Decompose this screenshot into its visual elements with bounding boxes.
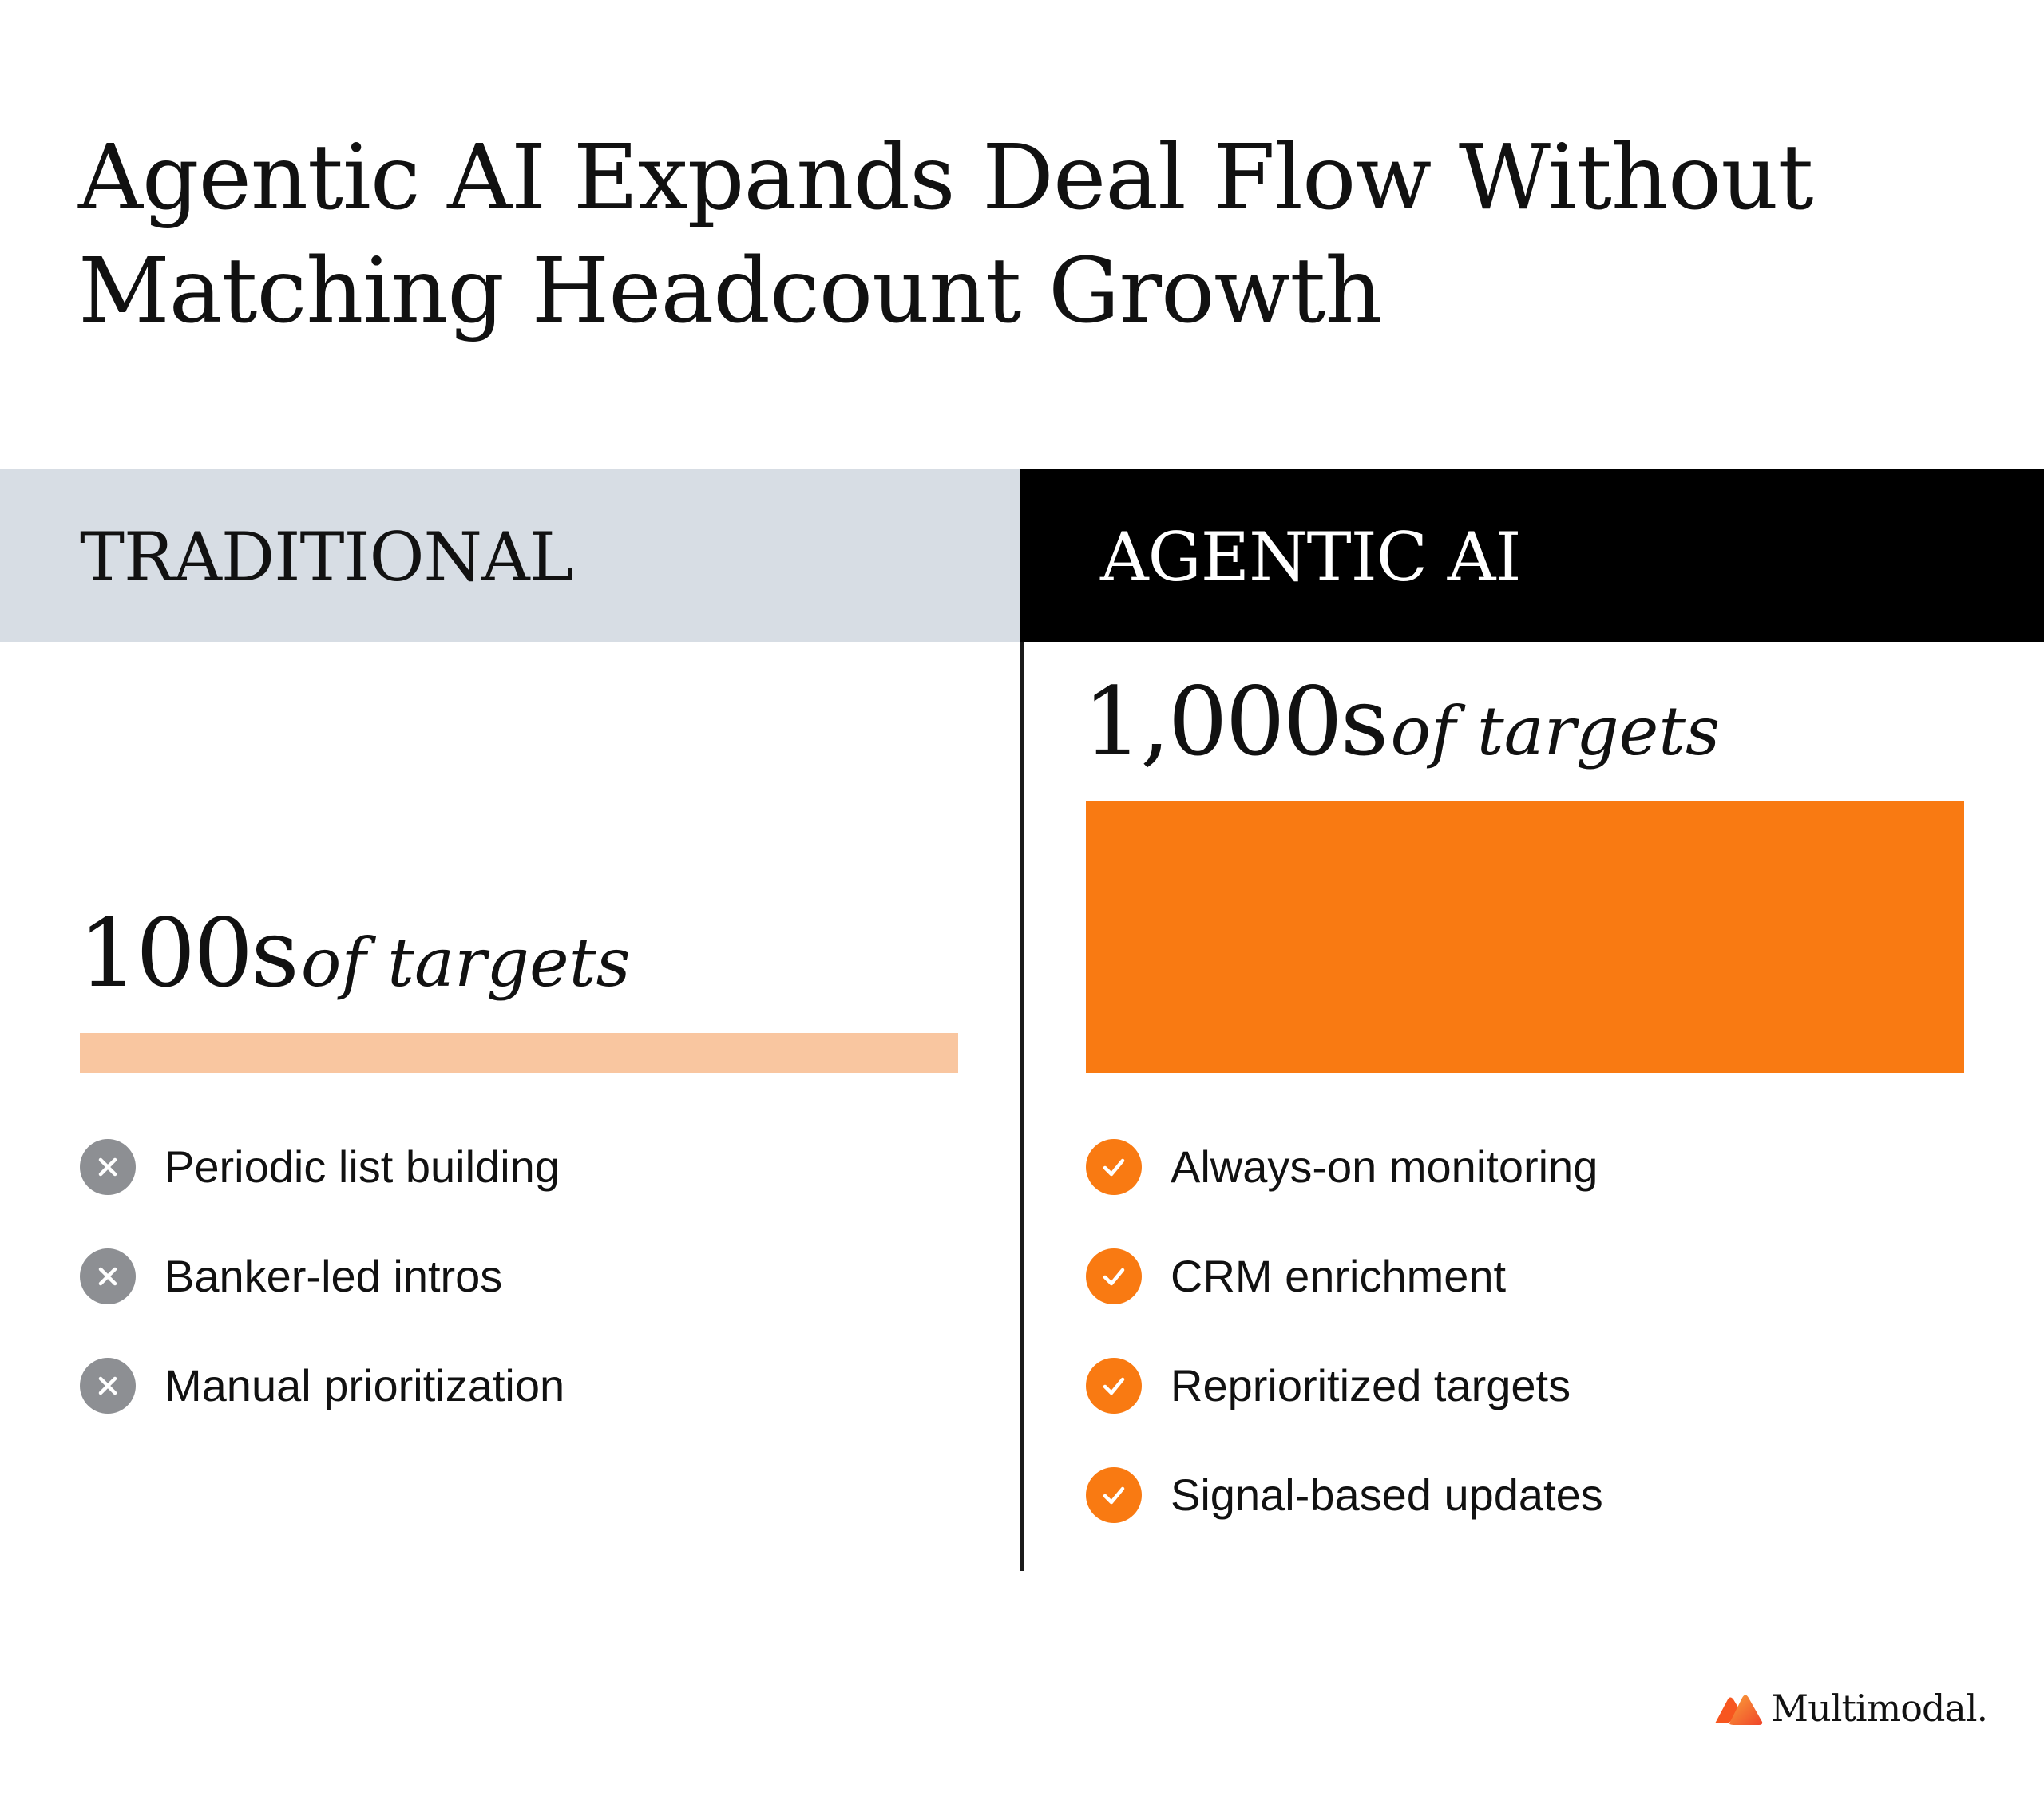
column-divider — [1020, 642, 1024, 1571]
traditional-header: TRADITIONAL — [0, 469, 1020, 642]
agentic-metric-unit: of targets — [1390, 692, 1721, 770]
traditional-metric-number: 100s — [78, 898, 299, 1008]
agentic-metric-number: 1,000s — [1083, 667, 1388, 777]
page-title: Agentic AI Expands Deal Flow Without Mat… — [78, 126, 1814, 343]
traditional-volume-bar — [80, 1033, 958, 1073]
traditional-feature-list: Periodic list building Banker-led intros… — [80, 1139, 564, 1467]
x-circle-icon — [80, 1139, 136, 1195]
check-circle-icon — [1086, 1139, 1142, 1195]
x-circle-icon — [80, 1248, 136, 1304]
check-circle-icon — [1086, 1467, 1142, 1523]
list-item: Periodic list building — [80, 1139, 564, 1195]
brand-footer: Multimodal. — [1713, 1684, 1988, 1732]
list-item-label: CRM enrichment — [1171, 1251, 1507, 1301]
agentic-header: AGENTIC AI — [1020, 469, 2044, 642]
list-item-label: Periodic list building — [164, 1141, 560, 1192]
list-item: CRM enrichment — [1086, 1248, 1603, 1304]
brand-name: Multimodal. — [1771, 1687, 1988, 1730]
agentic-volume-bar — [1086, 801, 1964, 1073]
list-item: Always-on monitoring — [1086, 1139, 1603, 1195]
x-circle-icon — [80, 1358, 136, 1414]
list-item-label: Reprioritized targets — [1171, 1360, 1571, 1410]
traditional-metric-unit: of targets — [300, 924, 631, 1002]
agentic-metric: 1,000s of targets — [1083, 667, 1720, 777]
list-item-label: Always-on monitoring — [1171, 1141, 1598, 1192]
traditional-header-label: TRADITIONAL — [80, 518, 573, 596]
agentic-header-label: AGENTIC AI — [1100, 518, 1522, 596]
list-item-label: Banker-led intros — [164, 1251, 503, 1301]
check-circle-icon — [1086, 1248, 1142, 1304]
list-item-label: Manual prioritization — [164, 1360, 565, 1410]
traditional-metric: 100s of targets — [78, 898, 631, 1008]
multimodal-logo-icon — [1715, 1695, 1763, 1725]
list-item: Manual prioritization — [80, 1358, 564, 1414]
list-item: Reprioritized targets — [1086, 1358, 1603, 1414]
list-item: Banker-led intros — [80, 1248, 564, 1304]
list-item: Signal-based updates — [1086, 1467, 1603, 1523]
agentic-feature-list: Always-on monitoring CRM enrichment Repr… — [1086, 1139, 1603, 1577]
check-circle-icon — [1086, 1358, 1142, 1414]
list-item-label: Signal-based updates — [1171, 1470, 1603, 1520]
